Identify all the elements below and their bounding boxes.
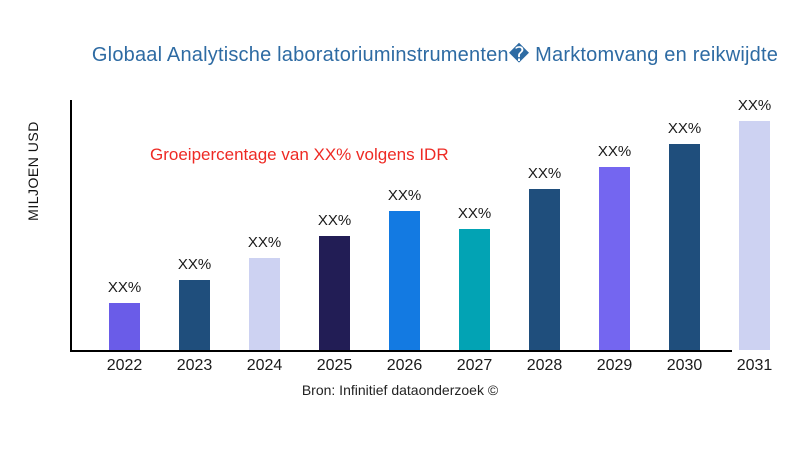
bar-value-label-2028: XX% [527,165,562,182]
bar-2029 [599,167,630,350]
source-note: Bron: Infinitief dataonderzoek © [301,382,499,398]
bar-group-2028: XX% [528,165,561,350]
growth-rate-annotation: Groeipercentage van XX% volgens IDR [150,145,449,164]
bar-value-label-2029: XX% [597,143,632,160]
bar-2026 [389,211,420,350]
x-tick-label-2024: 2024 [246,357,283,374]
x-tick-label-2030: 2030 [666,357,703,374]
plot-area: XX% XX% XX% XX% XX% XX% XX% XX% XX% XX% [70,97,800,350]
x-tick-label-2029: 2029 [596,357,633,374]
bar-2022 [109,303,140,350]
bar-value-label-2022: XX% [107,279,142,296]
bar-group-2024: XX% [248,234,281,350]
x-tick-label-2023: 2023 [176,357,213,374]
y-axis-line [70,100,72,352]
x-tick-label-2031: 2031 [736,357,773,374]
bar-value-label-2023: XX% [177,256,212,273]
bar-value-label-2025: XX% [317,212,352,229]
bar-group-2025: XX% [318,212,351,350]
bar-2028 [529,189,560,350]
chart-title: Globaal Analytische laboratoriuminstrume… [91,44,779,66]
bar-value-label-2030: XX% [667,120,702,137]
bar-value-label-2024: XX% [247,234,282,251]
x-tick-label-2025: 2025 [316,357,353,374]
bar-2030 [669,144,700,350]
bar-group-2030: XX% [668,120,701,350]
bar-2023 [179,280,210,350]
y-axis-label: MILJOEN USD [25,121,41,221]
x-tick-label-2026: 2026 [386,357,423,374]
bar-value-label-2027: XX% [457,205,492,222]
bar-group-2023: XX% [178,256,211,350]
x-axis-tick-labels: 2022 2023 2024 2025 2026 2027 2028 2029 2030 2031 [70,357,800,379]
bar-group-2022: XX% [108,279,141,350]
bar-2027 [459,229,490,350]
bar-2031 [739,121,770,350]
bar-value-label-2026: XX% [387,187,422,204]
bar-2025 [319,236,350,350]
bar-value-label-2031: XX% [737,97,772,114]
bar-group-2026: XX% [388,187,421,350]
bar-group-2027: XX% [458,205,491,350]
bar-group-2029: XX% [598,143,631,350]
x-axis-line [70,350,732,352]
x-tick-label-2027: 2027 [456,357,493,374]
x-tick-label-2028: 2028 [526,357,563,374]
x-tick-label-2022: 2022 [106,357,143,374]
bar-2024 [249,258,280,350]
bar-group-2031: XX% [738,97,771,350]
